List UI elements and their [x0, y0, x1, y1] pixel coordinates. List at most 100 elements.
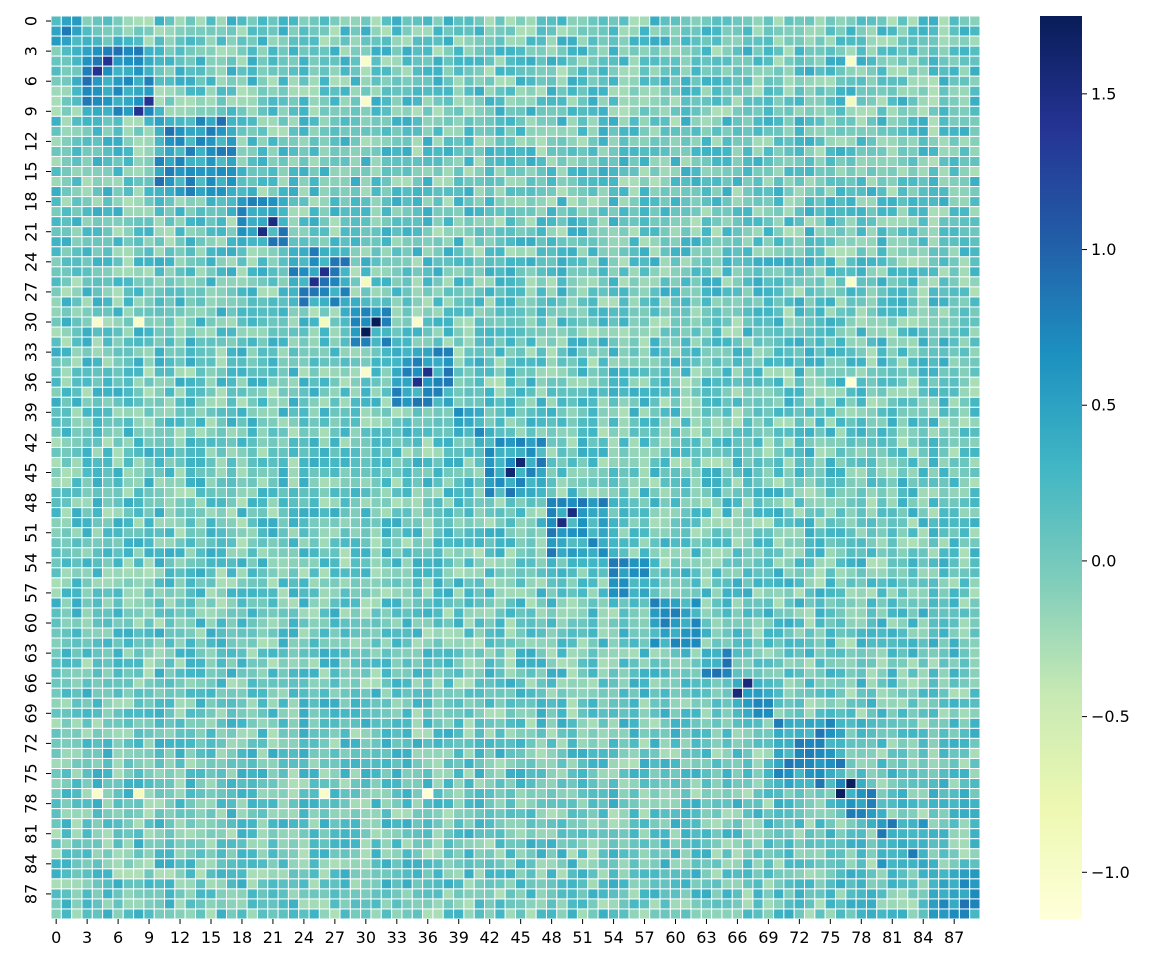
heatmap-cell [287, 55, 300, 67]
heatmap-cell [370, 446, 382, 458]
heatmap-cell [308, 416, 320, 428]
heatmap-cell [370, 366, 382, 378]
heatmap-cell [742, 446, 754, 458]
heatmap-cell [143, 186, 155, 198]
heatmap-cell [329, 236, 341, 248]
heatmap-cell [742, 356, 754, 368]
heatmap-cell [607, 426, 620, 438]
heatmap-cell [122, 547, 135, 559]
heatmap-cell [463, 125, 475, 137]
heatmap-cell [762, 326, 775, 338]
heatmap-cell [236, 206, 248, 218]
heatmap-cell [473, 266, 486, 278]
heatmap-cell [907, 416, 919, 428]
heatmap-cell [143, 567, 155, 579]
heatmap-cell [360, 216, 372, 228]
heatmap-cell [360, 276, 372, 288]
heatmap-cell [659, 456, 671, 469]
heatmap-cell [948, 196, 960, 208]
heatmap-cell [81, 276, 93, 288]
heatmap-cell [143, 346, 155, 358]
heatmap-cell [422, 125, 434, 137]
heatmap-cell [153, 477, 166, 489]
heatmap-cell [102, 55, 114, 67]
heatmap-cell [329, 396, 341, 408]
heatmap-cell [731, 477, 744, 489]
heatmap-cell [515, 436, 527, 448]
heatmap-cell [773, 145, 785, 157]
heatmap-cell [886, 55, 898, 67]
heatmap-cell [453, 396, 465, 408]
heatmap-cell [236, 45, 248, 57]
heatmap-cell [370, 236, 382, 248]
heatmap-cell [576, 155, 589, 168]
heatmap-cell [484, 507, 496, 519]
heatmap-cell [102, 25, 114, 37]
heatmap-cell [401, 95, 413, 107]
heatmap-cell [504, 557, 516, 569]
heatmap-cell [453, 166, 465, 178]
heatmap-cell [484, 226, 496, 238]
heatmap-cell [958, 276, 971, 288]
heatmap-cell [411, 85, 424, 97]
heatmap-cell [917, 95, 929, 107]
heatmap-cell [453, 406, 465, 418]
heatmap-cell [917, 426, 929, 438]
heatmap-cell [153, 266, 166, 278]
heatmap-cell [896, 206, 909, 218]
heatmap-cell [793, 166, 806, 178]
heatmap-cell [886, 216, 898, 228]
heatmap-cell [205, 45, 217, 57]
heatmap-cell [680, 155, 692, 168]
heatmap-cell [752, 115, 764, 127]
heatmap-cell [50, 497, 62, 509]
heatmap-cell [845, 55, 857, 67]
heatmap-cell [442, 547, 455, 559]
heatmap-cell [752, 95, 764, 107]
heatmap-cell [153, 206, 166, 218]
heatmap-cell [762, 15, 775, 27]
heatmap-cell [339, 296, 351, 308]
heatmap-cell [886, 206, 898, 218]
heatmap-cell [391, 246, 403, 258]
heatmap-cell [236, 15, 248, 27]
heatmap-cell [948, 336, 960, 348]
heatmap-cell [865, 105, 878, 117]
heatmap-cell [380, 386, 393, 398]
heatmap-cell [556, 316, 568, 328]
heatmap-cell [711, 266, 723, 278]
heatmap-cell [484, 25, 496, 37]
heatmap-cell [329, 85, 341, 97]
heatmap-cell [153, 366, 166, 378]
heatmap-cell [649, 436, 661, 448]
heatmap-cell [515, 346, 527, 358]
heatmap-cell [927, 206, 940, 218]
heatmap-cell [298, 216, 310, 228]
heatmap-cell [742, 55, 754, 67]
heatmap-cell [783, 115, 795, 127]
heatmap-cell [442, 517, 455, 529]
heatmap-cell [184, 186, 197, 198]
heatmap-cell [545, 166, 558, 178]
heatmap-cell [515, 75, 527, 87]
heatmap-cell [298, 186, 310, 198]
heatmap-cell [298, 115, 310, 127]
heatmap-cell [669, 527, 682, 539]
heatmap-cell [597, 376, 609, 388]
heatmap-cell [515, 406, 527, 418]
heatmap-cell [638, 346, 651, 358]
heatmap-cell [773, 517, 785, 529]
heatmap-cell [773, 15, 785, 27]
heatmap-cell [628, 115, 640, 127]
heatmap-cell [927, 507, 940, 519]
heatmap-cell [948, 386, 960, 398]
heatmap-cell [318, 326, 331, 338]
heatmap-cell [380, 45, 393, 57]
heatmap-cell [917, 527, 929, 539]
heatmap-cell [256, 316, 269, 328]
heatmap-cell [773, 396, 785, 408]
heatmap-cell [349, 557, 362, 569]
heatmap-cell [762, 115, 775, 127]
heatmap-cell [669, 456, 682, 469]
heatmap-cell [721, 176, 733, 188]
